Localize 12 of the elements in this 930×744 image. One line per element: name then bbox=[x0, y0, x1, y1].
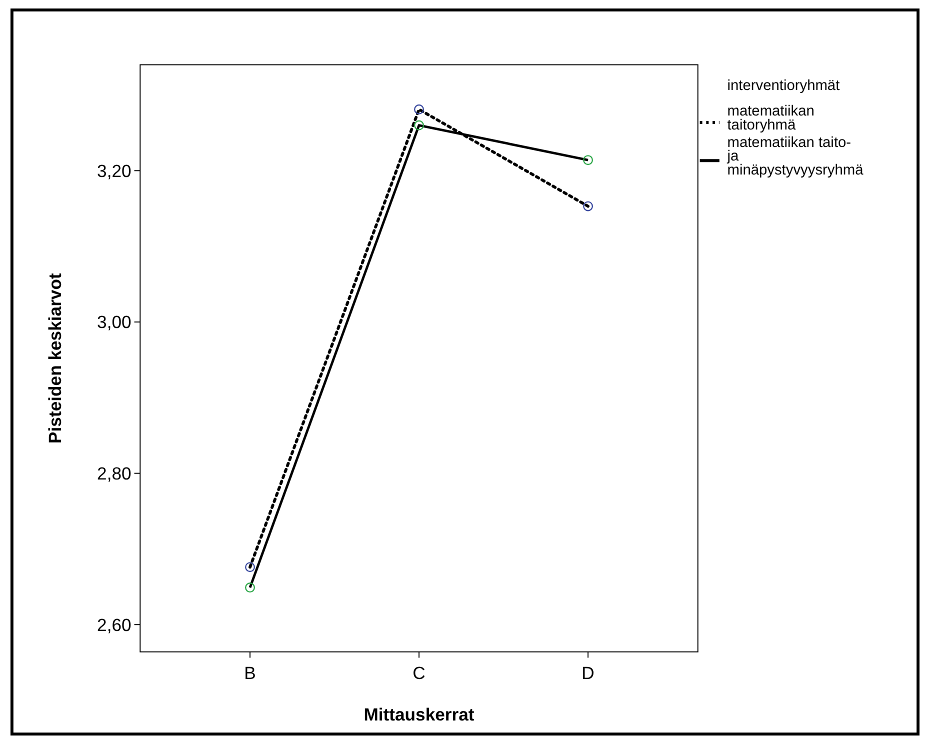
x-tick-label: C bbox=[412, 663, 426, 684]
x-tick-label: B bbox=[244, 663, 256, 684]
x-tick-label: D bbox=[582, 663, 594, 684]
y-tick-label: 2,60 bbox=[97, 614, 132, 635]
y-tick-label: 3,20 bbox=[97, 160, 132, 181]
x-axis-title: Mittauskerrat bbox=[364, 704, 474, 724]
legend-label: matematiikan taito-ja minäpystyvyysryhmä bbox=[726, 134, 864, 178]
legend-label: matematiikan taitoryhmä bbox=[727, 104, 814, 134]
legend-title: interventioryhmät bbox=[727, 78, 840, 94]
y-tick-label: 3,00 bbox=[97, 312, 132, 332]
y-axis-title: Pisteiden keskiarvot bbox=[44, 273, 65, 444]
y-tick-label: 2,80 bbox=[97, 463, 132, 484]
